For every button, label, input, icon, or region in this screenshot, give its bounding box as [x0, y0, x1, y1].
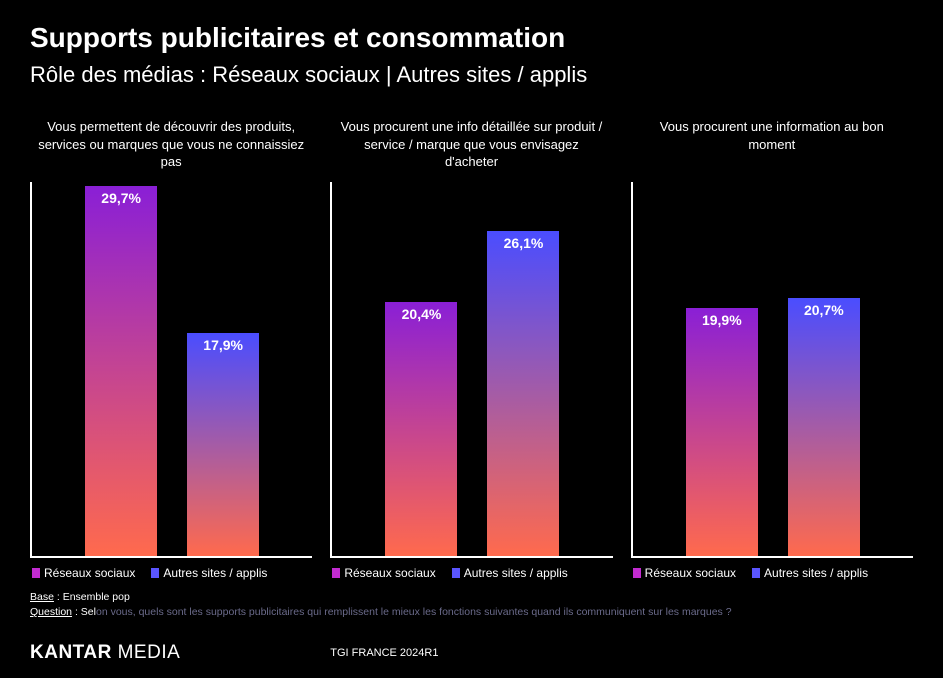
- chart-title: Vous procurent une information au bon mo…: [631, 118, 913, 176]
- base-value: Ensemble pop: [63, 591, 130, 603]
- bar-value-label: 19,9%: [686, 312, 758, 328]
- page-subtitle: Rôle des médias : Réseaux sociaux | Autr…: [30, 62, 913, 88]
- bar-series1: 19,9%: [686, 308, 758, 556]
- bar-series2: 17,9%: [187, 333, 259, 556]
- legend-item: Réseaux sociaux: [332, 566, 435, 580]
- bar-value-label: 26,1%: [487, 235, 559, 251]
- chart-legend: Réseaux sociaux Autres sites / applis: [330, 566, 612, 580]
- charts-row: Vous permettent de découvrir des produit…: [30, 118, 913, 580]
- footnotes: Base : Ensemble pop Question : Selon vou…: [30, 590, 913, 620]
- plot-area: 19,9% 20,7%: [631, 182, 913, 558]
- base-label: Base: [30, 591, 54, 603]
- brand-logo: KANTAR MEDIA: [30, 642, 180, 664]
- legend-label: Réseaux sociaux: [44, 566, 135, 580]
- legend-item: Réseaux sociaux: [633, 566, 736, 580]
- chart-legend: Réseaux sociaux Autres sites / applis: [631, 566, 913, 580]
- legend-label: Autres sites / applis: [163, 566, 267, 580]
- legend-swatch: [752, 568, 760, 578]
- legend-swatch: [151, 568, 159, 578]
- legend-item: Autres sites / applis: [151, 566, 267, 580]
- bar-value-label: 20,4%: [385, 306, 457, 322]
- bar-chart: Vous permettent de découvrir des produit…: [30, 118, 312, 580]
- brand-bold: KANTAR: [30, 642, 112, 663]
- legend-label: Réseaux sociaux: [344, 566, 435, 580]
- chart-title: Vous procurent une info détaillée sur pr…: [330, 118, 612, 176]
- plot-area: 29,7% 17,9%: [30, 182, 312, 558]
- brand-light: MEDIA: [112, 642, 180, 663]
- bar-value-label: 17,9%: [187, 337, 259, 353]
- bar-series2: 26,1%: [487, 231, 559, 556]
- bar-series1: 20,4%: [385, 302, 457, 556]
- page-title: Supports publicitaires et consommation: [30, 22, 913, 54]
- legend-label: Autres sites / applis: [464, 566, 568, 580]
- question-label: Question: [30, 606, 72, 618]
- legend-label: Réseaux sociaux: [645, 566, 736, 580]
- bar-value-label: 20,7%: [788, 302, 860, 318]
- bar-chart: Vous procurent une info détaillée sur pr…: [330, 118, 612, 580]
- legend-item: Autres sites / applis: [752, 566, 868, 580]
- question-prefix: Sel: [81, 606, 96, 618]
- legend-label: Autres sites / applis: [764, 566, 868, 580]
- legend-item: Réseaux sociaux: [32, 566, 135, 580]
- bar-series1: 29,7%: [85, 186, 157, 556]
- legend-item: Autres sites / applis: [452, 566, 568, 580]
- bar-value-label: 29,7%: [85, 190, 157, 206]
- footer: KANTAR MEDIA TGI FRANCE 2024R1: [30, 642, 913, 664]
- chart-title: Vous permettent de découvrir des produit…: [30, 118, 312, 176]
- source-text: TGI FRANCE 2024R1: [330, 647, 438, 659]
- legend-swatch: [332, 568, 340, 578]
- bar-chart: Vous procurent une information au bon mo…: [631, 118, 913, 580]
- plot-area: 20,4% 26,1%: [330, 182, 612, 558]
- chart-legend: Réseaux sociaux Autres sites / applis: [30, 566, 312, 580]
- legend-swatch: [452, 568, 460, 578]
- bar-series2: 20,7%: [788, 298, 860, 556]
- legend-swatch: [32, 568, 40, 578]
- legend-swatch: [633, 568, 641, 578]
- question-rest: on vous, quels sont les supports publici…: [96, 606, 732, 618]
